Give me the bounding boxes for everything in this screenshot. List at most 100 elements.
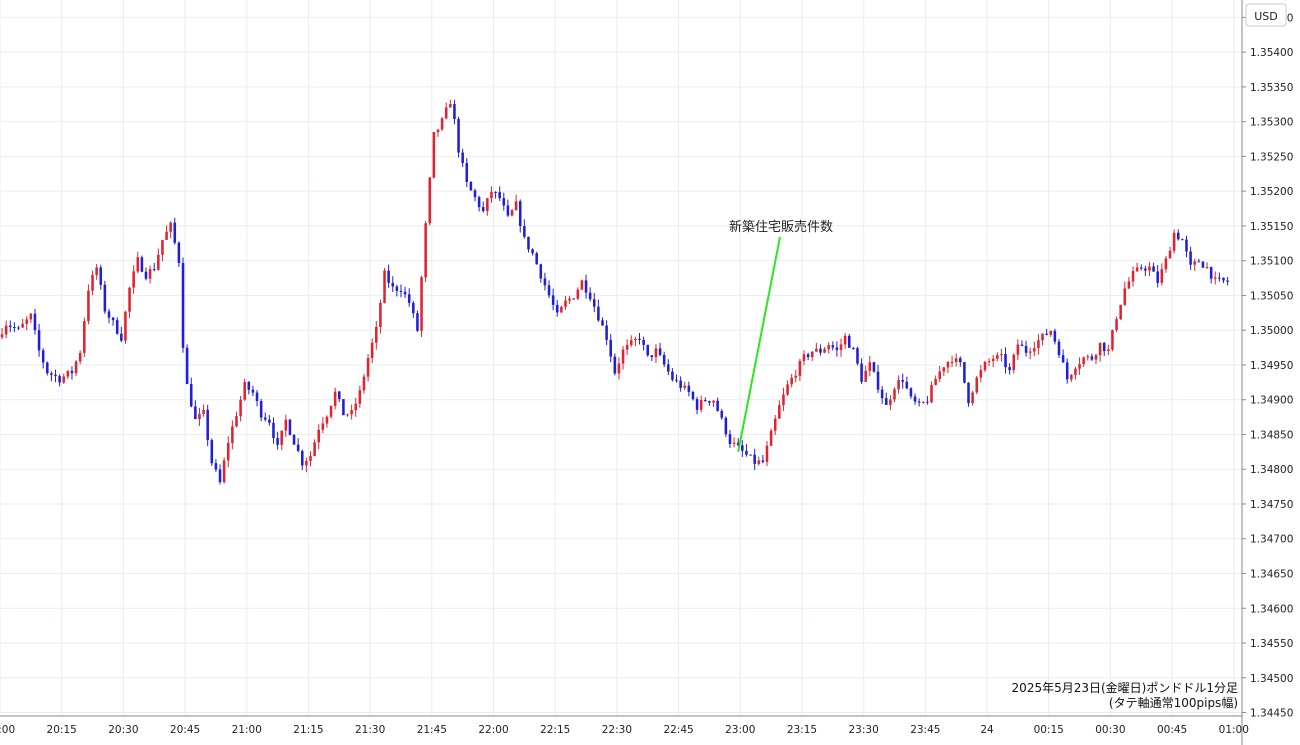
candle-body — [1160, 269, 1164, 283]
candle — [884, 392, 888, 405]
candle — [198, 407, 201, 426]
annotation: 新築住宅販売件数 — [729, 219, 833, 453]
x-tick-label: 22:00 — [478, 724, 508, 736]
candle — [370, 338, 374, 364]
candle — [1028, 347, 1032, 360]
candle — [366, 354, 370, 382]
candle — [177, 241, 181, 267]
candle — [1123, 281, 1127, 306]
candle — [654, 344, 658, 363]
candle — [432, 132, 436, 179]
candle-body — [424, 223, 427, 278]
candle — [58, 374, 61, 387]
candle — [917, 398, 921, 407]
candle-body — [1172, 232, 1176, 251]
candle-body — [395, 286, 399, 291]
y-tick-label: 1.34800 — [1250, 464, 1293, 476]
x-tick-label: 23:30 — [849, 724, 879, 736]
candle-body — [379, 302, 382, 327]
candle — [996, 352, 999, 362]
y-tick-label: 1.34950 — [1250, 360, 1293, 372]
candle-body — [1028, 351, 1032, 353]
candle-body — [296, 444, 300, 451]
candle — [1209, 266, 1213, 284]
candle — [1045, 328, 1048, 336]
candle-body — [860, 363, 863, 382]
candle — [1070, 374, 1073, 383]
candle — [165, 225, 168, 241]
candle-body — [1037, 340, 1040, 349]
candle — [564, 296, 567, 310]
candle — [0, 327, 4, 340]
candle — [383, 268, 386, 304]
candle — [284, 414, 288, 437]
candle-body — [963, 362, 966, 383]
candle-body — [268, 419, 271, 423]
candle — [157, 248, 160, 271]
candle-body — [872, 362, 876, 372]
candle — [1205, 262, 1209, 270]
candle-body — [457, 119, 460, 153]
candle-body — [1193, 261, 1196, 265]
candle — [1049, 330, 1053, 337]
candle — [930, 381, 933, 404]
candle — [646, 344, 650, 357]
candle-body — [436, 129, 440, 133]
candle-body — [95, 267, 98, 276]
candle-body — [354, 403, 358, 411]
candle-body — [1033, 348, 1036, 352]
candle — [720, 409, 724, 420]
y-tick-label: 1.34700 — [1250, 534, 1293, 546]
candle-body — [498, 192, 501, 199]
candle-body — [514, 201, 518, 211]
candle-body — [120, 333, 123, 341]
candle — [745, 444, 748, 457]
candle-body — [782, 394, 785, 406]
candle-body — [251, 389, 255, 393]
candle-body — [518, 201, 522, 226]
candle — [46, 361, 49, 376]
candle — [1168, 246, 1172, 259]
candle-body — [1168, 250, 1172, 259]
candle — [761, 455, 765, 464]
candle-body — [675, 379, 678, 381]
candle — [41, 348, 45, 369]
candle-body — [921, 401, 925, 403]
candle — [66, 370, 70, 380]
candle-body — [1139, 267, 1143, 269]
candle — [667, 359, 670, 376]
candle-body — [1053, 330, 1057, 342]
candle-body — [621, 349, 625, 364]
candle — [634, 336, 637, 347]
candle — [1176, 229, 1180, 241]
candle-body — [724, 417, 728, 435]
candle-body — [884, 398, 888, 405]
candle-body — [654, 348, 658, 358]
candle — [868, 355, 872, 377]
candle-body — [1008, 367, 1011, 371]
candle-body — [625, 344, 629, 350]
candle-body — [576, 289, 580, 299]
candle-body — [1004, 354, 1007, 368]
candle — [457, 116, 460, 158]
candle — [235, 411, 238, 428]
x-tick-label: 00:45 — [1157, 724, 1187, 736]
candle-body — [1152, 266, 1155, 272]
candle — [494, 191, 497, 199]
candle-body — [527, 236, 530, 250]
candle-body — [736, 442, 740, 446]
y-axis-ticks: 1.354501.354001.353501.353001.352501.352… — [1242, 12, 1293, 720]
candle-body — [967, 382, 970, 404]
candle-body — [54, 374, 57, 377]
candle-body — [979, 370, 983, 378]
candle — [185, 344, 189, 385]
candle-body — [609, 339, 612, 357]
candle-body — [152, 269, 156, 271]
candle-body — [325, 416, 329, 424]
candle — [893, 387, 896, 403]
candle — [979, 364, 983, 383]
y-tick-label: 1.35050 — [1250, 290, 1293, 302]
candle-body — [284, 419, 288, 431]
currency-badge: USD — [1245, 3, 1287, 27]
candle — [683, 381, 687, 391]
